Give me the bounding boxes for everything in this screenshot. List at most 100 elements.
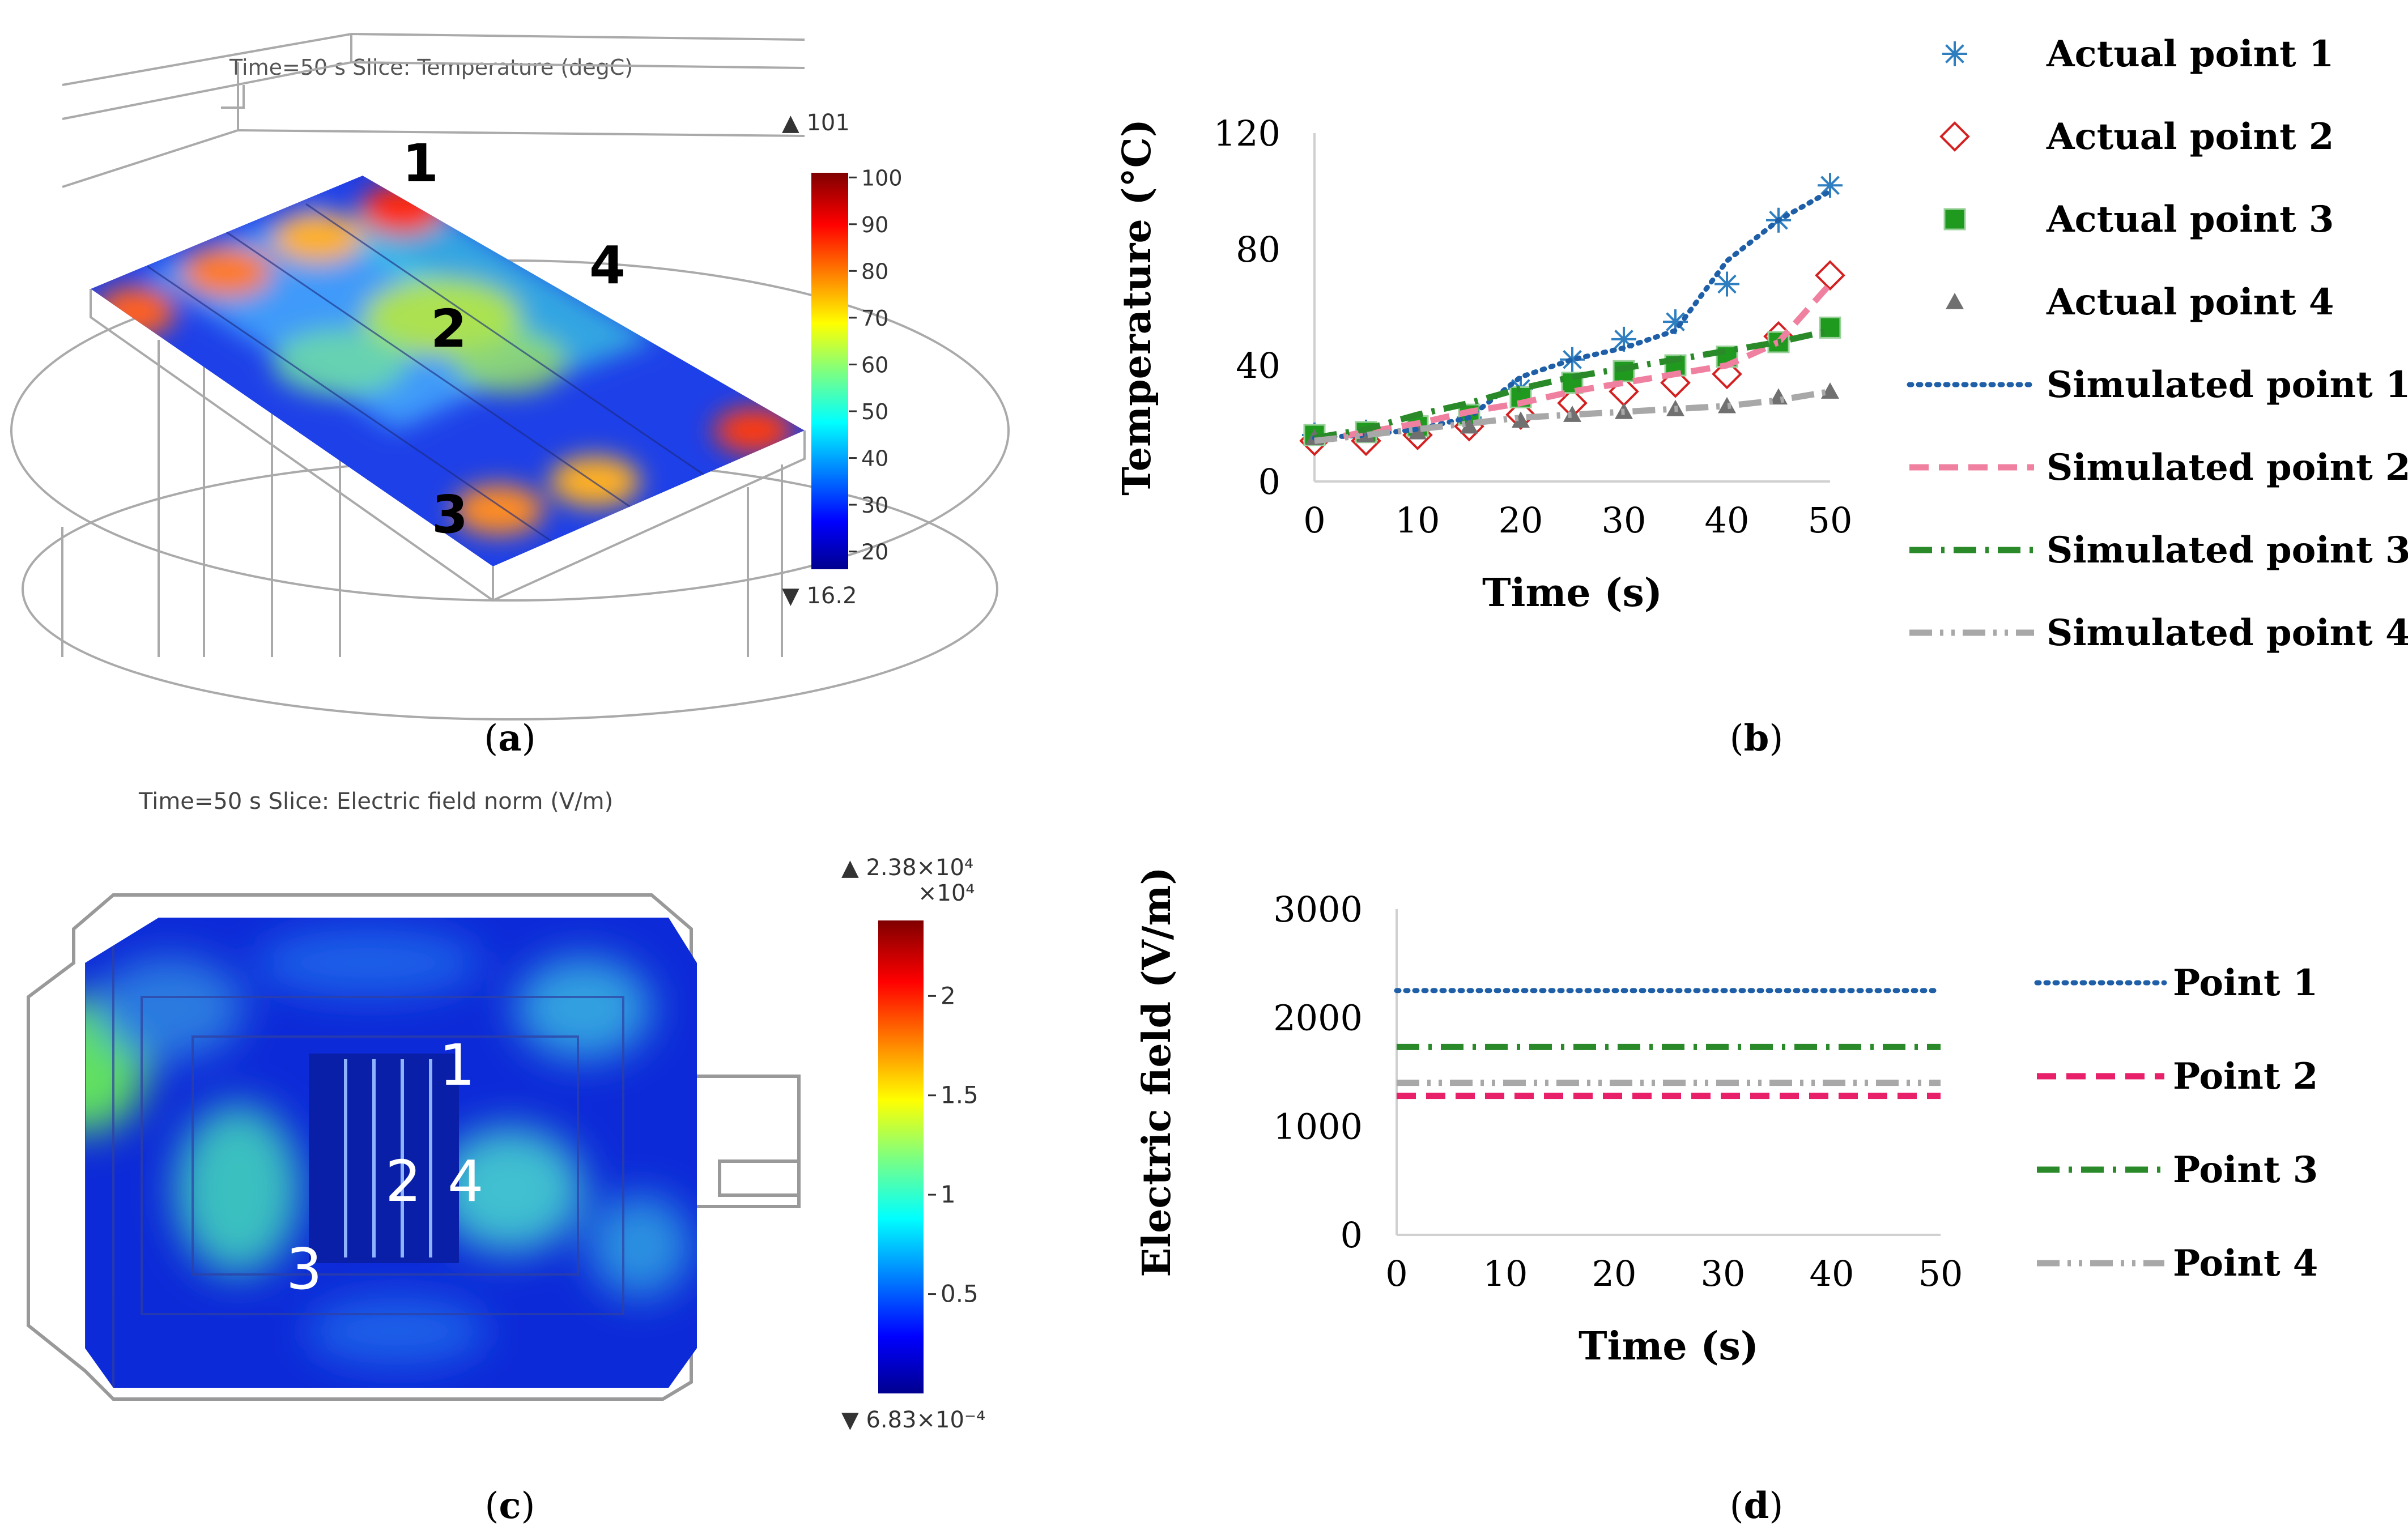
temperature-min-marker: ▼ 16.2 — [782, 583, 857, 609]
panel-a-point-labels: 1 2 3 4 — [402, 133, 626, 545]
legend-label: Simulated point 4 — [2047, 612, 2408, 654]
actual-point-1-marker — [1714, 271, 1739, 297]
x-tick-label: 20 — [1592, 1253, 1637, 1294]
actual-point-4-marker — [1563, 406, 1581, 422]
y-tick-label: 0 — [1341, 1214, 1363, 1256]
panel-c-point-labels: 1 2 3 4 — [286, 1032, 484, 1302]
legend-item-simulated-point-2: Simulated point 2 — [1909, 446, 2408, 489]
x-tick-label: 20 — [1499, 500, 1543, 541]
colorbar-tick-label: 100 — [861, 165, 903, 190]
legend-item-actual-point-1: Actual point 1 — [1942, 33, 2334, 75]
panel-c-letter: c — [499, 1485, 521, 1527]
legend: Point 1 Point 2 Point 3 Point 4 — [2034, 962, 2318, 1285]
legend-item-simulated-point-3: Simulated point 3 — [1909, 529, 2408, 572]
legend-item-point-4: Point 4 — [2037, 1242, 2318, 1285]
x-tick-label: 40 — [1810, 1253, 1854, 1294]
legend-item-simulated-point-4: Simulated point 4 — [1909, 612, 2408, 654]
efield-scale-note: ×10⁴ — [918, 880, 975, 906]
legend-item-point-3: Point 3 — [2037, 1149, 2318, 1191]
temperature-colorbar — [811, 173, 848, 569]
y-tick-label: 1000 — [1273, 1106, 1363, 1147]
legend-label: Actual point 2 — [2046, 116, 2334, 158]
y-tick-label: 3000 — [1273, 889, 1363, 930]
panel-d-letter: d — [1744, 1485, 1769, 1527]
efield-point-label-2: 2 — [385, 1148, 422, 1214]
colorbar-tick-label: 90 — [861, 212, 888, 237]
panel-a: Time=50 s Slice: Temperature (degC) — [10, 32, 1010, 760]
legend-swatch — [1939, 121, 1970, 152]
legend-item-actual-point-4: Actual point 4 — [1946, 281, 2334, 323]
y-tick-label: 120 — [1214, 113, 1280, 154]
efield-point-label-1: 1 — [439, 1032, 475, 1098]
x-tick-label: 50 — [1808, 500, 1853, 541]
x-axis-label: Time (s) — [1579, 1324, 1759, 1369]
x-tick-label: 10 — [1483, 1253, 1528, 1294]
efield-point-label-4: 4 — [448, 1148, 484, 1214]
colorbar-tick-label: 80 — [861, 259, 888, 284]
colorbar-tick-label: 1.5 — [941, 1081, 978, 1109]
actual-point-4-marker — [1718, 397, 1736, 413]
temperature-chart: 0 10 20 30 40 50 0 40 80 120 Time (s) Temperature (… — [1114, 33, 2408, 654]
actual-point-1-marker — [1611, 326, 1636, 352]
x-tick-label: 50 — [1918, 1253, 1963, 1294]
x-tick-label: 0 — [1385, 1253, 1407, 1294]
actual-point-1-marker — [1663, 309, 1688, 335]
point-label-2: 2 — [431, 299, 467, 359]
legend-label: Simulated point 3 — [2047, 529, 2408, 572]
y-tick-label: 0 — [1258, 461, 1280, 502]
actual-point-4-marker — [1460, 417, 1478, 434]
panel-c: Time=50 s Slice: Electric field norm (V/… — [27, 788, 985, 1527]
colorbar-tick-label: 60 — [861, 352, 888, 377]
panel-b-letter: b — [1744, 717, 1769, 760]
legend-label: Actual point 4 — [2046, 281, 2334, 323]
efield-max-marker: ▲ 2.38×10⁴ — [841, 855, 973, 881]
legend-item-simulated-point-1: Simulated point 1 — [1907, 364, 2408, 406]
temperature-colorbar-ticks: 100 90 80 70 60 50 40 30 20 — [849, 165, 903, 565]
temperature-plate — [91, 176, 805, 566]
x-tick-label: 10 — [1396, 500, 1440, 541]
colorbar-tick-label: 50 — [861, 399, 888, 424]
colorbar-tick-label: 40 — [861, 446, 888, 471]
actual-point-4-marker — [1357, 426, 1375, 442]
colorbar-tick-label: 20 — [861, 540, 888, 565]
panel-b-caption: (b) — [1730, 717, 1784, 760]
x-tick-label: 40 — [1705, 500, 1750, 541]
temperature-max-marker: ▲ 101 — [782, 110, 850, 136]
panel-c-caption: (c) — [485, 1485, 535, 1527]
actual-point-4-marker — [1512, 411, 1530, 428]
colorbar-tick-label: 70 — [861, 306, 888, 331]
legend: Actual point 1 Actual point 2 Actual point… — [1907, 33, 2408, 654]
panel-d-caption: (d) — [1730, 1485, 1784, 1527]
legend-label: Point 3 — [2173, 1149, 2318, 1191]
efield-point-label-3: 3 — [286, 1236, 322, 1302]
actual-point-2-marker — [1815, 260, 1845, 291]
legend-swatch — [1943, 208, 1966, 231]
actual-point-1-marker — [1818, 173, 1843, 198]
efield-colorbar-ticks: 2 1.5 1 0.5 — [928, 982, 978, 1308]
legend-label: Point 2 — [2173, 1055, 2318, 1098]
efield-plate — [309, 1054, 459, 1263]
legend-label: Point 4 — [2173, 1242, 2318, 1285]
x-tick-label: 30 — [1701, 1253, 1746, 1294]
panel-a-header: Time=50 s Slice: Temperature (degC) — [229, 55, 633, 80]
y-tick-label: 40 — [1236, 345, 1280, 386]
panel-a-letter: a — [498, 717, 521, 760]
legend-item-actual-point-3: Actual point 3 — [1943, 198, 2334, 241]
simulated-point-4-line — [1314, 388, 1831, 444]
legend-label: Simulated point 1 — [2047, 364, 2408, 406]
panel-a-caption: (a) — [484, 717, 535, 760]
legend-swatch — [1942, 41, 1967, 66]
x-tick-label: 30 — [1602, 500, 1647, 541]
legend-label: Point 1 — [2173, 962, 2318, 1004]
efield-box — [85, 918, 697, 1388]
legend-item-actual-point-2: Actual point 2 — [1939, 116, 2334, 158]
efield-colorbar — [878, 920, 924, 1393]
legend-label: Actual point 3 — [2046, 198, 2334, 241]
point-label-4: 4 — [589, 235, 626, 296]
panel-a-wireframe — [10, 32, 1010, 721]
colorbar-tick-label: 1 — [941, 1180, 956, 1208]
x-axis-label: Time (s) — [1482, 570, 1662, 616]
panel-c-header: Time=50 s Slice: Electric field norm (V/… — [138, 788, 613, 815]
